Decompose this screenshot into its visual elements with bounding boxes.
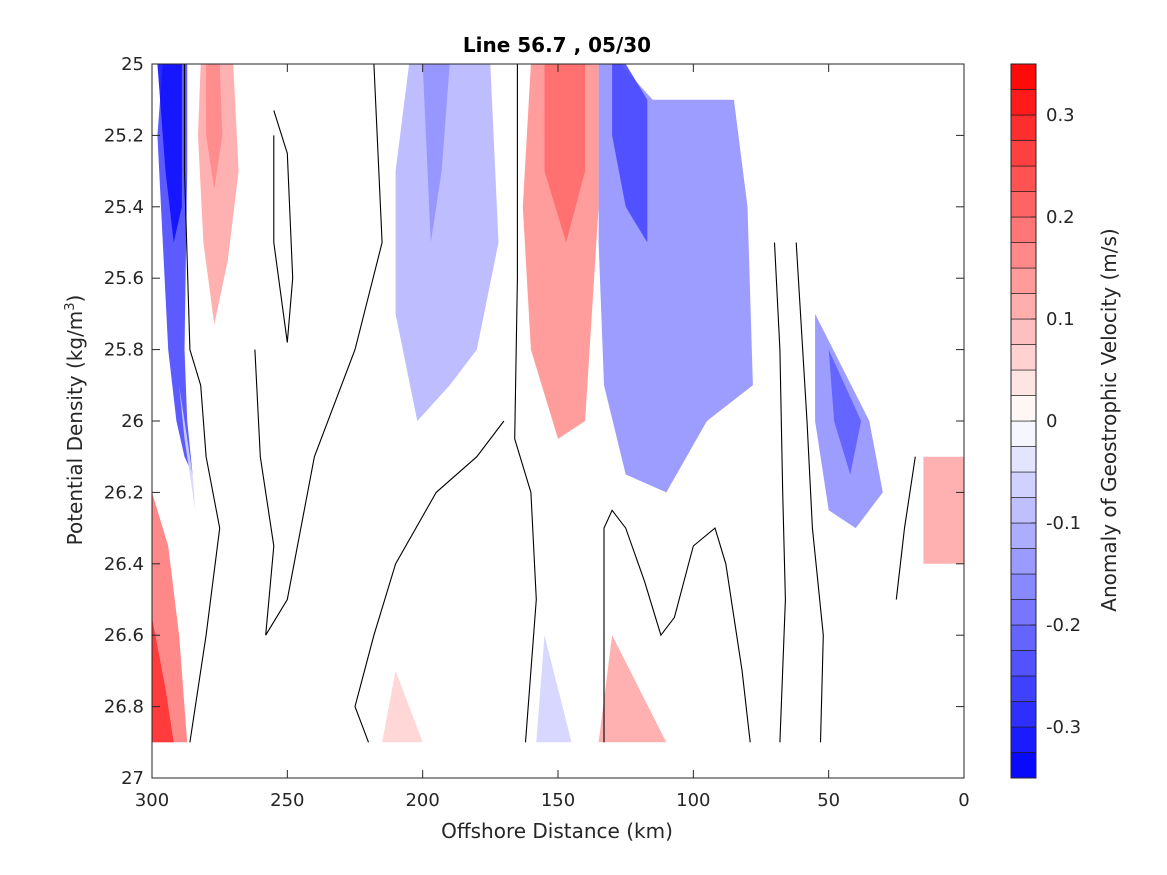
region-red-deep-130 bbox=[598, 635, 667, 743]
colorbar-cell bbox=[1010, 497, 1037, 524]
colorbar-cell bbox=[1010, 165, 1037, 192]
colorbar-cell bbox=[1010, 675, 1037, 702]
chart-title: Line 56.7 , 05/30 bbox=[463, 33, 651, 57]
colorbar-cell bbox=[1010, 114, 1037, 141]
y-axis-ticks: 25 25.2 25.4 25.6 25.8 26 26.2 26.4 26.6 26.8 27 bbox=[104, 54, 964, 789]
filled-regions bbox=[152, 64, 964, 743]
zero-contours bbox=[183, 63, 916, 743]
plot-area bbox=[151, 63, 965, 779]
colorbar-cell bbox=[1010, 267, 1037, 294]
colorbar-tick-label: 0.1 bbox=[1046, 309, 1075, 330]
colorbar-tick-label: -0.1 bbox=[1046, 513, 1081, 534]
colorbar-cell bbox=[1010, 599, 1037, 626]
region-blue-200 bbox=[395, 64, 499, 421]
zero-contour-30 bbox=[895, 456, 916, 600]
colorbar-ticks: 0.3 0.2 0.1 0 -0.1 -0.2 -0.3 bbox=[1031, 105, 1081, 738]
y-axis-label: Potential Density (kg/m3) bbox=[63, 295, 87, 546]
x-tick-label: 100 bbox=[676, 790, 710, 811]
region-blue-120-core bbox=[612, 64, 648, 243]
colorbar-cell bbox=[1010, 420, 1037, 447]
y-tick-label: 26.8 bbox=[104, 697, 144, 718]
colorbar-cell bbox=[1010, 650, 1037, 677]
region-red-coastal bbox=[923, 456, 964, 564]
region-red-deep-200 bbox=[382, 670, 423, 743]
colorbar-cell bbox=[1010, 395, 1037, 422]
y-tick-label: 26 bbox=[121, 411, 144, 432]
colorbar-tick-label: 0.2 bbox=[1046, 207, 1075, 228]
y-tick-label: 26.6 bbox=[104, 625, 144, 646]
colorbar-cell bbox=[1010, 522, 1037, 549]
colorbar-cell bbox=[1010, 701, 1037, 728]
region-blue-deep-150 bbox=[536, 635, 572, 743]
colorbar-cell bbox=[1010, 242, 1037, 269]
region-blue-200-core bbox=[422, 64, 450, 243]
y-axis-label-close: ) bbox=[63, 295, 87, 303]
zero-contour-200 bbox=[354, 420, 505, 743]
y-tick-label: 26.2 bbox=[104, 482, 144, 503]
x-axis-label: Offshore Distance (km) bbox=[441, 819, 673, 843]
colorbar-cell bbox=[1010, 318, 1037, 345]
y-tick-label: 27 bbox=[121, 768, 144, 789]
colorbar-cell bbox=[1010, 471, 1037, 498]
colorbar-cell bbox=[1010, 191, 1037, 218]
region-red-150-core bbox=[544, 64, 586, 243]
colorbar-tick-label: -0.2 bbox=[1046, 615, 1081, 636]
colorbar-cell bbox=[1010, 344, 1037, 371]
y-tick-label: 25.8 bbox=[104, 340, 144, 361]
colorbar-cell bbox=[1010, 369, 1037, 396]
x-tick-label: 50 bbox=[817, 790, 840, 811]
colorbar-cell bbox=[1010, 624, 1037, 651]
colorbar: 0.3 0.2 0.1 0 -0.1 -0.2 -0.3 bbox=[1010, 63, 1081, 779]
y-tick-label: 25 bbox=[121, 54, 144, 75]
zero-contour-135 bbox=[603, 509, 751, 743]
colorbar-tick-label: 0.3 bbox=[1046, 105, 1075, 126]
colorbar-cell bbox=[1010, 446, 1037, 473]
region-weak-blue-offshore bbox=[179, 385, 196, 511]
colorbar-tick-label: 0 bbox=[1046, 411, 1057, 432]
x-tick-label: 150 bbox=[541, 790, 575, 811]
y-tick-label: 26.4 bbox=[104, 554, 144, 575]
zero-contour-offshore bbox=[183, 64, 221, 743]
colorbar-tick-label: -0.3 bbox=[1046, 717, 1081, 738]
x-axis-ticks: 300 250 200 150 100 50 0 bbox=[135, 64, 970, 811]
x-tick-label: 200 bbox=[405, 790, 439, 811]
zero-contour-165 bbox=[514, 64, 537, 743]
x-tick-label: 300 bbox=[135, 790, 169, 811]
colorbar-cell bbox=[1010, 89, 1037, 116]
y-tick-label: 25.4 bbox=[104, 197, 144, 218]
y-axis-label-superscript: 3 bbox=[63, 302, 78, 310]
y-axis-label-main: Potential Density (kg/m bbox=[63, 311, 87, 546]
colorbar-label: Anomaly of Geostrophic Velocity (m/s) bbox=[1097, 228, 1121, 611]
colorbar-cell bbox=[1010, 216, 1037, 243]
zero-contour-65 bbox=[773, 242, 786, 743]
region-blue-core-offshore bbox=[157, 64, 182, 243]
y-tick-label: 25.2 bbox=[104, 125, 144, 146]
zero-contour-lens bbox=[273, 110, 294, 343]
y-tick-label: 25.6 bbox=[104, 268, 144, 289]
region-blue-near-coast-core bbox=[828, 349, 862, 475]
region-red-offshore-upper-core bbox=[206, 64, 223, 189]
zero-contour-230 bbox=[254, 63, 383, 636]
colorbar-cell bbox=[1010, 548, 1037, 575]
colorbar-cell bbox=[1010, 63, 1037, 90]
colorbar-cells bbox=[1010, 63, 1037, 779]
colorbar-cell bbox=[1010, 726, 1037, 753]
zero-contour-60 bbox=[795, 242, 824, 743]
region-red-offshore-deep-core bbox=[152, 617, 174, 743]
colorbar-cell bbox=[1010, 752, 1037, 779]
x-tick-label: 250 bbox=[270, 790, 304, 811]
x-tick-label: 0 bbox=[958, 790, 969, 811]
colorbar-cell bbox=[1010, 293, 1037, 320]
colorbar-cell bbox=[1010, 140, 1037, 167]
colorbar-cell bbox=[1010, 573, 1037, 600]
